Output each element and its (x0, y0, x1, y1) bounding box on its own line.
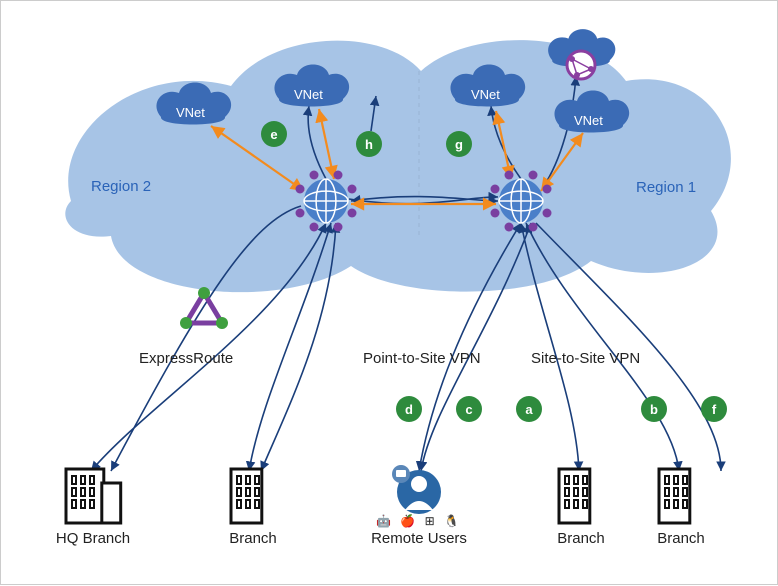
network-diagram (1, 1, 777, 584)
branch-building-icon (659, 469, 690, 523)
node-label: Branch (557, 530, 605, 547)
node-label: Remote Users (371, 530, 467, 547)
badge-f: f (701, 396, 727, 422)
hub-port-icon (505, 223, 514, 232)
hq-building-icon (66, 469, 121, 523)
badge-h: h (356, 131, 382, 157)
hub-port-icon (334, 223, 343, 232)
badge-g: g (446, 131, 472, 157)
hub-port-icon (505, 171, 514, 180)
hub-port-icon (310, 223, 319, 232)
cloud-region (65, 40, 731, 292)
hub-port-icon (310, 171, 319, 180)
hub-port-icon (529, 171, 538, 180)
badge-a: a (516, 396, 542, 422)
hub-port-icon (543, 209, 552, 218)
hub-port-icon (348, 185, 357, 194)
hub-port-icon (529, 223, 538, 232)
badge-d: d (396, 396, 422, 422)
remote-user-icon (392, 465, 441, 514)
hub-port-icon (334, 171, 343, 180)
diagram-svg (1, 1, 778, 586)
section-label: ExpressRoute (139, 350, 233, 367)
branch-building-icon (559, 469, 590, 523)
hub-port-icon (491, 185, 500, 194)
os-icons: 🤖 🍎 ⊞ 🐧 (376, 514, 462, 528)
section-label: Point-to-Site VPN (363, 350, 481, 367)
section-label: Site-to-Site VPN (531, 350, 640, 367)
hub-port-icon (296, 209, 305, 218)
badge-e: e (261, 121, 287, 147)
hub-port-icon (491, 209, 500, 218)
region-label-right: Region 1 (636, 179, 696, 196)
service-ring-icon (567, 51, 595, 79)
hub-port-icon (348, 209, 357, 218)
branch-building-icon (231, 469, 262, 523)
hub-port-icon (543, 185, 552, 194)
node-label: Branch (229, 530, 277, 547)
region-label-left: Region 2 (91, 178, 151, 195)
node-label: HQ Branch (56, 530, 130, 547)
badge-c: c (456, 396, 482, 422)
node-label: Branch (657, 530, 705, 547)
badge-b: b (641, 396, 667, 422)
hub-port-icon (296, 185, 305, 194)
